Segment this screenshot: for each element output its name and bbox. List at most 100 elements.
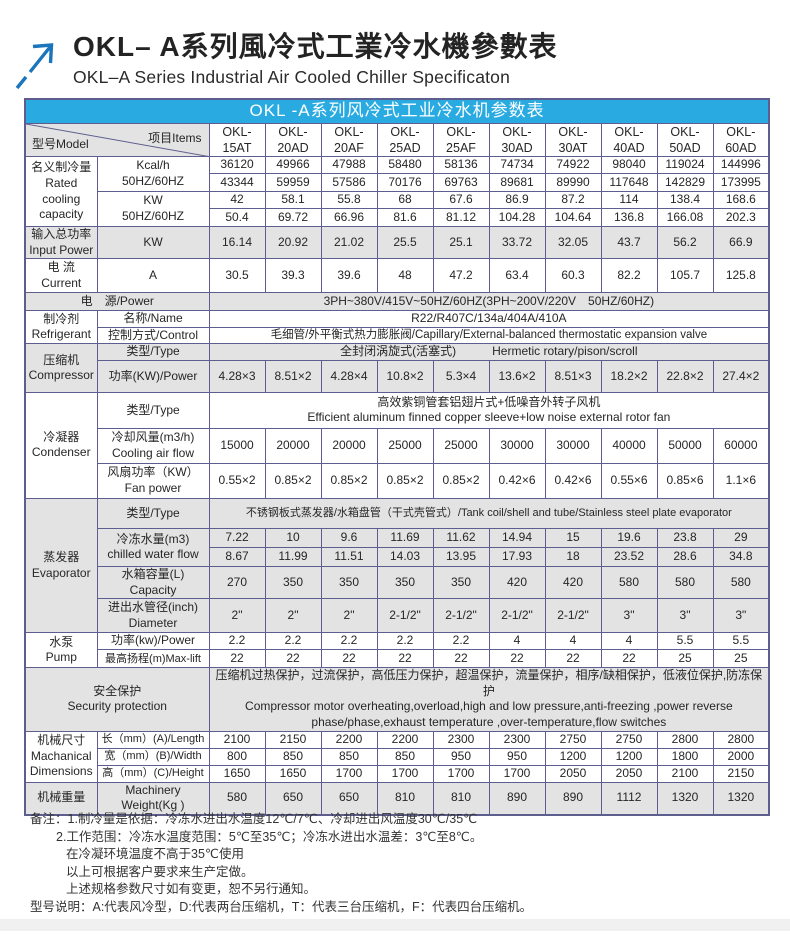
value-cell: 580	[656, 565, 714, 600]
row-label: 名称/Name	[96, 310, 210, 328]
value-cell: 23.52	[600, 546, 658, 567]
value-cell: 25000	[376, 427, 434, 464]
section-label: 机械重量	[24, 781, 98, 816]
value-cell: 119024	[656, 156, 714, 174]
merged-value-cell: 高效紫铜管套铝翅片式+低噪音外转子风机 Efficient aluminum f…	[208, 391, 770, 429]
row-label: 长（mm）(A)/Length	[96, 730, 210, 749]
table-title: OKL -A系列风冷式工业冷水机参数表	[24, 98, 770, 124]
note-line: 2.工作范围：冷冻水温度范围：5℃至35℃；冷冻水进出水温差：3℃至8℃。	[56, 829, 483, 844]
row-label: 类型/Type	[96, 343, 210, 361]
value-cell: 4.28×4	[320, 359, 378, 393]
model-header-cell: OKL- 20AD	[264, 122, 322, 157]
value-cell: 1200	[544, 747, 602, 766]
value-cell: 14.03	[376, 546, 434, 567]
value-cell: 136.8	[600, 208, 658, 227]
value-cell: 1700	[376, 764, 434, 783]
value-cell: 39.6	[320, 258, 378, 294]
value-cell: 104.64	[544, 208, 602, 227]
table-row: 控制方式/Control 毛细管/外平衡式热力膨胀阀/Capillary/Ext…	[25, 326, 770, 345]
value-cell: 58.1	[264, 191, 322, 209]
row-label: KW 50HZ/60HZ	[96, 191, 210, 227]
corner-cell: 型号Model 项目Items	[24, 122, 210, 157]
model-header-cell: OKL- 50AD	[656, 122, 714, 157]
value-cell: 144996	[712, 156, 770, 174]
value-cell: 11.99	[264, 546, 322, 567]
section-label: 水泵 Pump	[24, 632, 98, 669]
value-cell: 36120	[208, 156, 266, 174]
value-cell: 350	[320, 565, 378, 600]
value-cell: 0.42×6	[544, 462, 602, 499]
value-cell: 32.05	[544, 225, 602, 260]
value-cell: 22	[264, 649, 322, 669]
row-label: 高（mm）(C)/Height	[96, 764, 210, 783]
value-cell: 0.85×6	[656, 462, 714, 499]
table-row: 宽（mm）(B)/Width 800 850 850 850 950 950 1200 120…	[25, 747, 770, 766]
value-cell: 22	[320, 649, 378, 669]
value-cell: 950	[488, 747, 546, 766]
value-cell: 2000	[712, 747, 770, 766]
value-cell: 0.85×2	[432, 462, 490, 499]
table-row: 蒸发器 Evaporator 类型/Type 不锈钢板式蒸发器/水箱盘管（干式壳…	[24, 497, 770, 634]
spec-table-wrap: OKL -A系列风冷式工业冷水机参数表 型号Model 项目Items OKL-…	[24, 98, 771, 816]
value-cell: 2.2	[264, 632, 322, 651]
value-cell: 810	[432, 781, 490, 816]
value-cell: 1320	[712, 781, 770, 816]
table-row: 50.4 69.72 66.96 81.6 81.12 104.28 104.64 136.8…	[25, 208, 770, 227]
value-cell: 47.2	[432, 258, 490, 294]
table-row: 制冷剂 Refrigerant 名称/Name R22/R407C/134a/4…	[24, 310, 770, 345]
section-label: 电 流 Current	[24, 258, 98, 294]
model-header-cell: OKL- 30AD	[488, 122, 546, 157]
row-label: Kcal/h 50HZ/60HZ	[96, 156, 210, 192]
row-label: 类型/Type	[96, 391, 210, 429]
row-label: 功率(kw)/Power	[96, 632, 210, 651]
table-row: 机械重量 Machinery Weight(Kg ) 580 650 650 810 8…	[24, 781, 770, 816]
value-cell: 3"	[712, 598, 770, 634]
value-cell: 18	[544, 546, 602, 567]
value-cell: 1800	[656, 747, 714, 766]
value-cell: 350	[264, 565, 322, 600]
value-cell: 60000	[712, 427, 770, 464]
value-cell: 1.1×6	[712, 462, 770, 499]
value-cell: 55.8	[320, 191, 378, 209]
value-cell: 2050	[544, 764, 602, 783]
value-cell: 2"	[320, 598, 378, 634]
value-cell: 850	[376, 747, 434, 766]
corner-items-label: 项目Items	[148, 130, 202, 145]
value-cell: 48	[376, 258, 434, 294]
section-label: 电 源/Power	[24, 292, 210, 312]
table-row: 名义制冷量 Rated cooling capacity Kcal/h 50HZ…	[24, 156, 770, 227]
table-row: 安全保护 Security protection 压缩机过热保护，过流保护，高低…	[24, 667, 770, 732]
page-titles: OKL– A系列風冷式工業冷水機參數表 OKL–A Series Industr…	[73, 30, 558, 88]
value-cell: 2-1/2"	[432, 598, 490, 634]
value-cell: 63.4	[488, 258, 546, 294]
value-cell: 2800	[712, 730, 770, 749]
value-cell: 50000	[656, 427, 714, 464]
row-label: 进出水管径(inch) Diameter	[96, 598, 210, 634]
model-header-cell: OKL- 30AT	[544, 122, 602, 157]
row-label: 冷冻水量(m3) chilled water flow	[96, 527, 210, 567]
page-subtitle: OKL–A Series Industrial Air Cooled Chill…	[73, 67, 511, 87]
value-cell: 2100	[656, 764, 714, 783]
value-cell: 104.28	[488, 208, 546, 227]
value-cell: 33.72	[488, 225, 546, 260]
table-row: 电 流 Current A 30.5 39.3 39.6 48 47.2 63.4 60.3…	[24, 258, 770, 294]
value-cell: 2"	[264, 598, 322, 634]
value-cell: 2.2	[208, 632, 266, 651]
value-cell: 890	[544, 781, 602, 816]
value-cell: 34.8	[712, 546, 770, 567]
note-line: 备注：1.制冷量是依据：冷冻水进出水温度12℃/7℃、冷却进出风温度30℃/35…	[30, 812, 478, 826]
value-cell: 2150	[712, 764, 770, 783]
value-cell: 3"	[600, 598, 658, 634]
value-cell: 0.85×2	[376, 462, 434, 499]
value-cell: 30.5	[208, 258, 266, 294]
row-label: Machinery Weight(Kg )	[96, 781, 210, 816]
value-cell: 11.69	[376, 527, 434, 548]
value-cell: 98040	[600, 156, 658, 174]
value-cell: 1112	[600, 781, 658, 816]
value-cell: 11.51	[320, 546, 378, 567]
value-cell: 1200	[600, 747, 658, 766]
value-cell: 890	[488, 781, 546, 816]
value-cell: 2800	[656, 730, 714, 749]
row-label: A	[96, 258, 210, 294]
value-cell: 81.6	[376, 208, 434, 227]
